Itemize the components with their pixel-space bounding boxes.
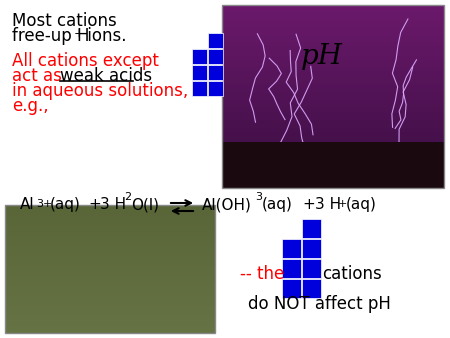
Text: Al: Al <box>20 197 35 212</box>
Bar <box>302 219 321 238</box>
Bar <box>208 65 223 80</box>
Bar <box>222 5 444 188</box>
Text: +: + <box>302 197 315 212</box>
Text: 3+: 3+ <box>36 199 52 209</box>
Text: -- the: -- the <box>240 265 284 283</box>
Bar <box>5 205 215 333</box>
Bar <box>282 259 301 278</box>
Text: 3 H: 3 H <box>315 197 341 212</box>
Text: ions.: ions. <box>82 27 126 45</box>
Text: cations: cations <box>322 265 382 283</box>
Bar <box>192 81 207 96</box>
Text: (aq): (aq) <box>50 197 81 212</box>
Bar <box>208 49 223 64</box>
Bar <box>302 259 321 278</box>
Text: +: + <box>338 199 347 209</box>
Text: Al(OH): Al(OH) <box>202 197 252 212</box>
Text: weak acids: weak acids <box>60 67 152 85</box>
Bar <box>222 142 444 188</box>
Text: 3: 3 <box>255 192 262 202</box>
Text: +: + <box>74 27 85 40</box>
Bar <box>208 81 223 96</box>
Bar <box>192 65 207 80</box>
Text: O(l): O(l) <box>131 197 159 212</box>
Bar <box>282 239 301 258</box>
Bar <box>302 239 321 258</box>
Text: 2: 2 <box>124 192 131 202</box>
Bar <box>282 279 301 298</box>
Text: in aqueous solutions,: in aqueous solutions, <box>12 82 188 100</box>
Text: 3 H: 3 H <box>100 197 126 212</box>
Text: act as: act as <box>12 67 67 85</box>
Text: Most cations: Most cations <box>12 12 117 30</box>
Text: do NOT affect pH: do NOT affect pH <box>248 295 391 313</box>
Text: free-up H: free-up H <box>12 27 90 45</box>
Text: (aq): (aq) <box>262 197 293 212</box>
Bar <box>208 33 223 48</box>
Text: pH: pH <box>301 43 343 70</box>
Bar <box>192 49 207 64</box>
Text: +: + <box>88 197 101 212</box>
Text: (aq): (aq) <box>346 197 377 212</box>
Text: All cations except: All cations except <box>12 52 159 70</box>
Bar <box>302 279 321 298</box>
Text: e.g.,: e.g., <box>12 97 49 115</box>
